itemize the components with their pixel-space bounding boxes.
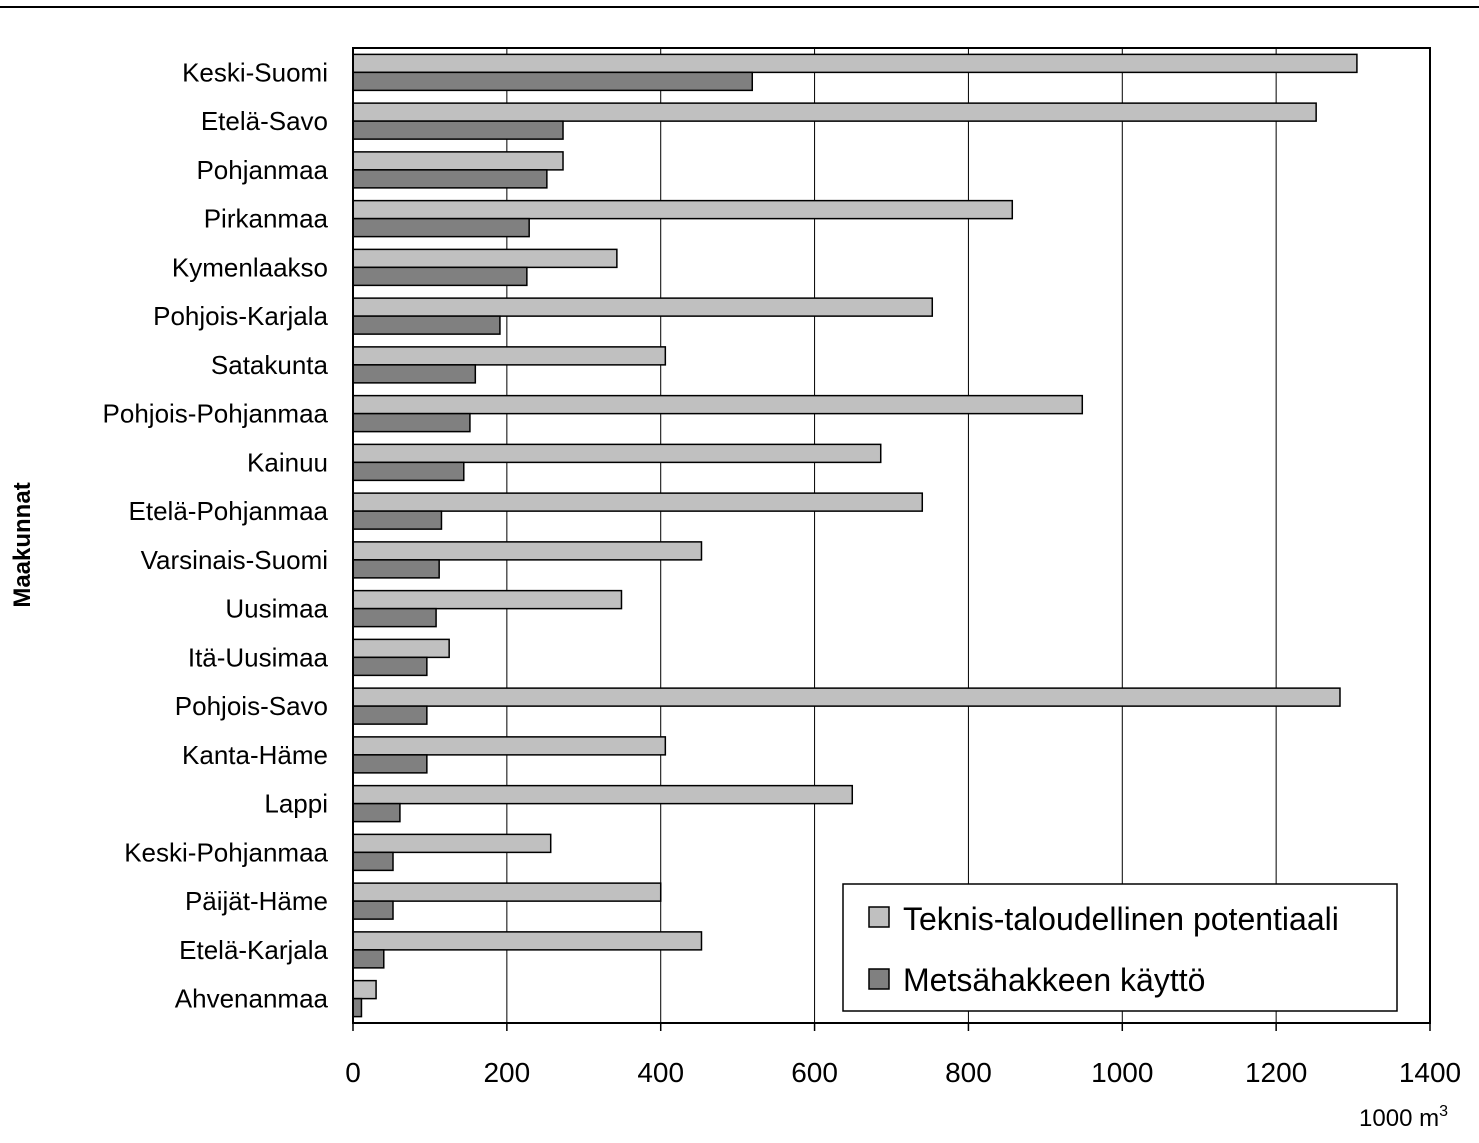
legend-label-usage: Metsähakkeen käyttö [903,962,1205,998]
bar-usage-5 [352,315,501,335]
bar-usage-13 [352,705,428,725]
x-tick-label: 1000 [1091,1057,1153,1088]
bar-potential-16 [352,833,552,854]
bar-potential-8 [352,443,882,464]
x-ticks [352,1023,1431,1031]
legend-swatch-usage [868,968,890,990]
x-tick-label: 1200 [1245,1057,1307,1088]
bar-potential-15 [352,784,854,805]
x-unit-label: 1000 m3 [1359,1103,1448,1132]
bar-potential-4 [352,248,618,269]
category-label: Pohjanmaa [196,155,328,185]
category-label: Keski-Pohjanmaa [124,837,328,867]
bar-potential-10 [352,541,703,561]
legend: Teknis-taloudellinen potentiaali Metsäha… [842,883,1398,1012]
bar-potential-0 [352,53,1358,74]
category-label: Kainuu [247,447,328,477]
bar-usage-12 [352,656,428,677]
category-labels: Keski-Suomi Etelä-Savo Pohjanmaa Pirkanmaa K… [103,57,329,1013]
category-label: Varsinais-Suomi [141,545,328,575]
bar-usage-15 [352,802,401,823]
category-label: Pohjois-Karjala [153,301,328,331]
category-label: Kymenlaakso [172,252,328,282]
bar-potential-3 [352,199,1014,220]
category-label: Pohjois-Pohjanmaa [103,399,329,429]
legend-label-potential: Teknis-taloudellinen potentiaali [903,901,1339,937]
bar-potential-2 [352,151,564,171]
category-label: Pohjois-Savo [175,691,328,721]
legend-swatch-potential [868,906,890,928]
gridlines [506,48,1277,1023]
category-label: Lappi [264,789,328,819]
category-label: Itä-Uusimaa [188,642,329,672]
category-label: Keski-Suomi [182,57,328,87]
y-axis-label: Maakunnat [9,482,36,607]
bar-potential-1 [352,102,1317,122]
x-tick-label: 800 [945,1057,992,1088]
category-label: Ahvenanmaa [175,984,329,1014]
x-tick-label: 0 [345,1057,361,1088]
category-label: Satakunta [211,350,329,380]
bar-usage-9 [352,510,443,530]
category-label: Etelä-Savo [201,106,328,136]
bar-usage-19 [352,997,363,1018]
bar-usage-4 [352,266,528,287]
x-tick-label: 600 [791,1057,838,1088]
x-tick-labels: 0 200 400 600 800 1000 1200 1400 [345,1057,1461,1088]
bar-potential-11 [352,589,623,610]
bar-potential-9 [352,492,924,512]
bar-usage-18 [352,949,385,969]
bar-usage-2 [352,169,548,189]
category-label: Pirkanmaa [204,204,329,234]
bar-potential-18 [352,931,703,951]
bar-potential-14 [352,736,667,756]
bar-usage-3 [352,217,530,238]
plot-frame [352,47,1431,1024]
bar-potential-5 [352,297,934,317]
bar-usage-11 [352,607,437,628]
bar-usage-16 [352,851,394,872]
bar-potential-13 [352,687,1341,707]
legend-box [842,883,1398,1012]
category-label: Etelä-Pohjanmaa [129,496,329,526]
bar-usage-7 [352,412,471,433]
bar-potential-12 [352,638,450,659]
bar-usage-10 [352,559,440,579]
bar-potential-17 [352,882,662,902]
x-tick-label: 1400 [1399,1057,1461,1088]
bar-usage-0 [352,71,754,92]
category-label: Uusimaa [225,594,328,624]
x-tick-label: 400 [637,1057,684,1088]
bars [352,53,1358,1018]
bar-potential-6 [352,346,667,366]
top-rule [0,6,1479,8]
bar-usage-8 [352,461,465,482]
category-label: Etelä-Karjala [179,935,328,965]
x-tick-label: 200 [483,1057,530,1088]
bar-usage-6 [352,364,477,384]
bar-usage-17 [352,900,394,920]
bar-usage-1 [352,120,564,140]
bar-usage-14 [352,754,428,774]
bar-potential-7 [352,394,1084,415]
bar-potential-19 [352,979,377,1000]
category-label: Päijät-Häme [185,886,328,916]
category-label: Kanta-Häme [182,740,328,770]
